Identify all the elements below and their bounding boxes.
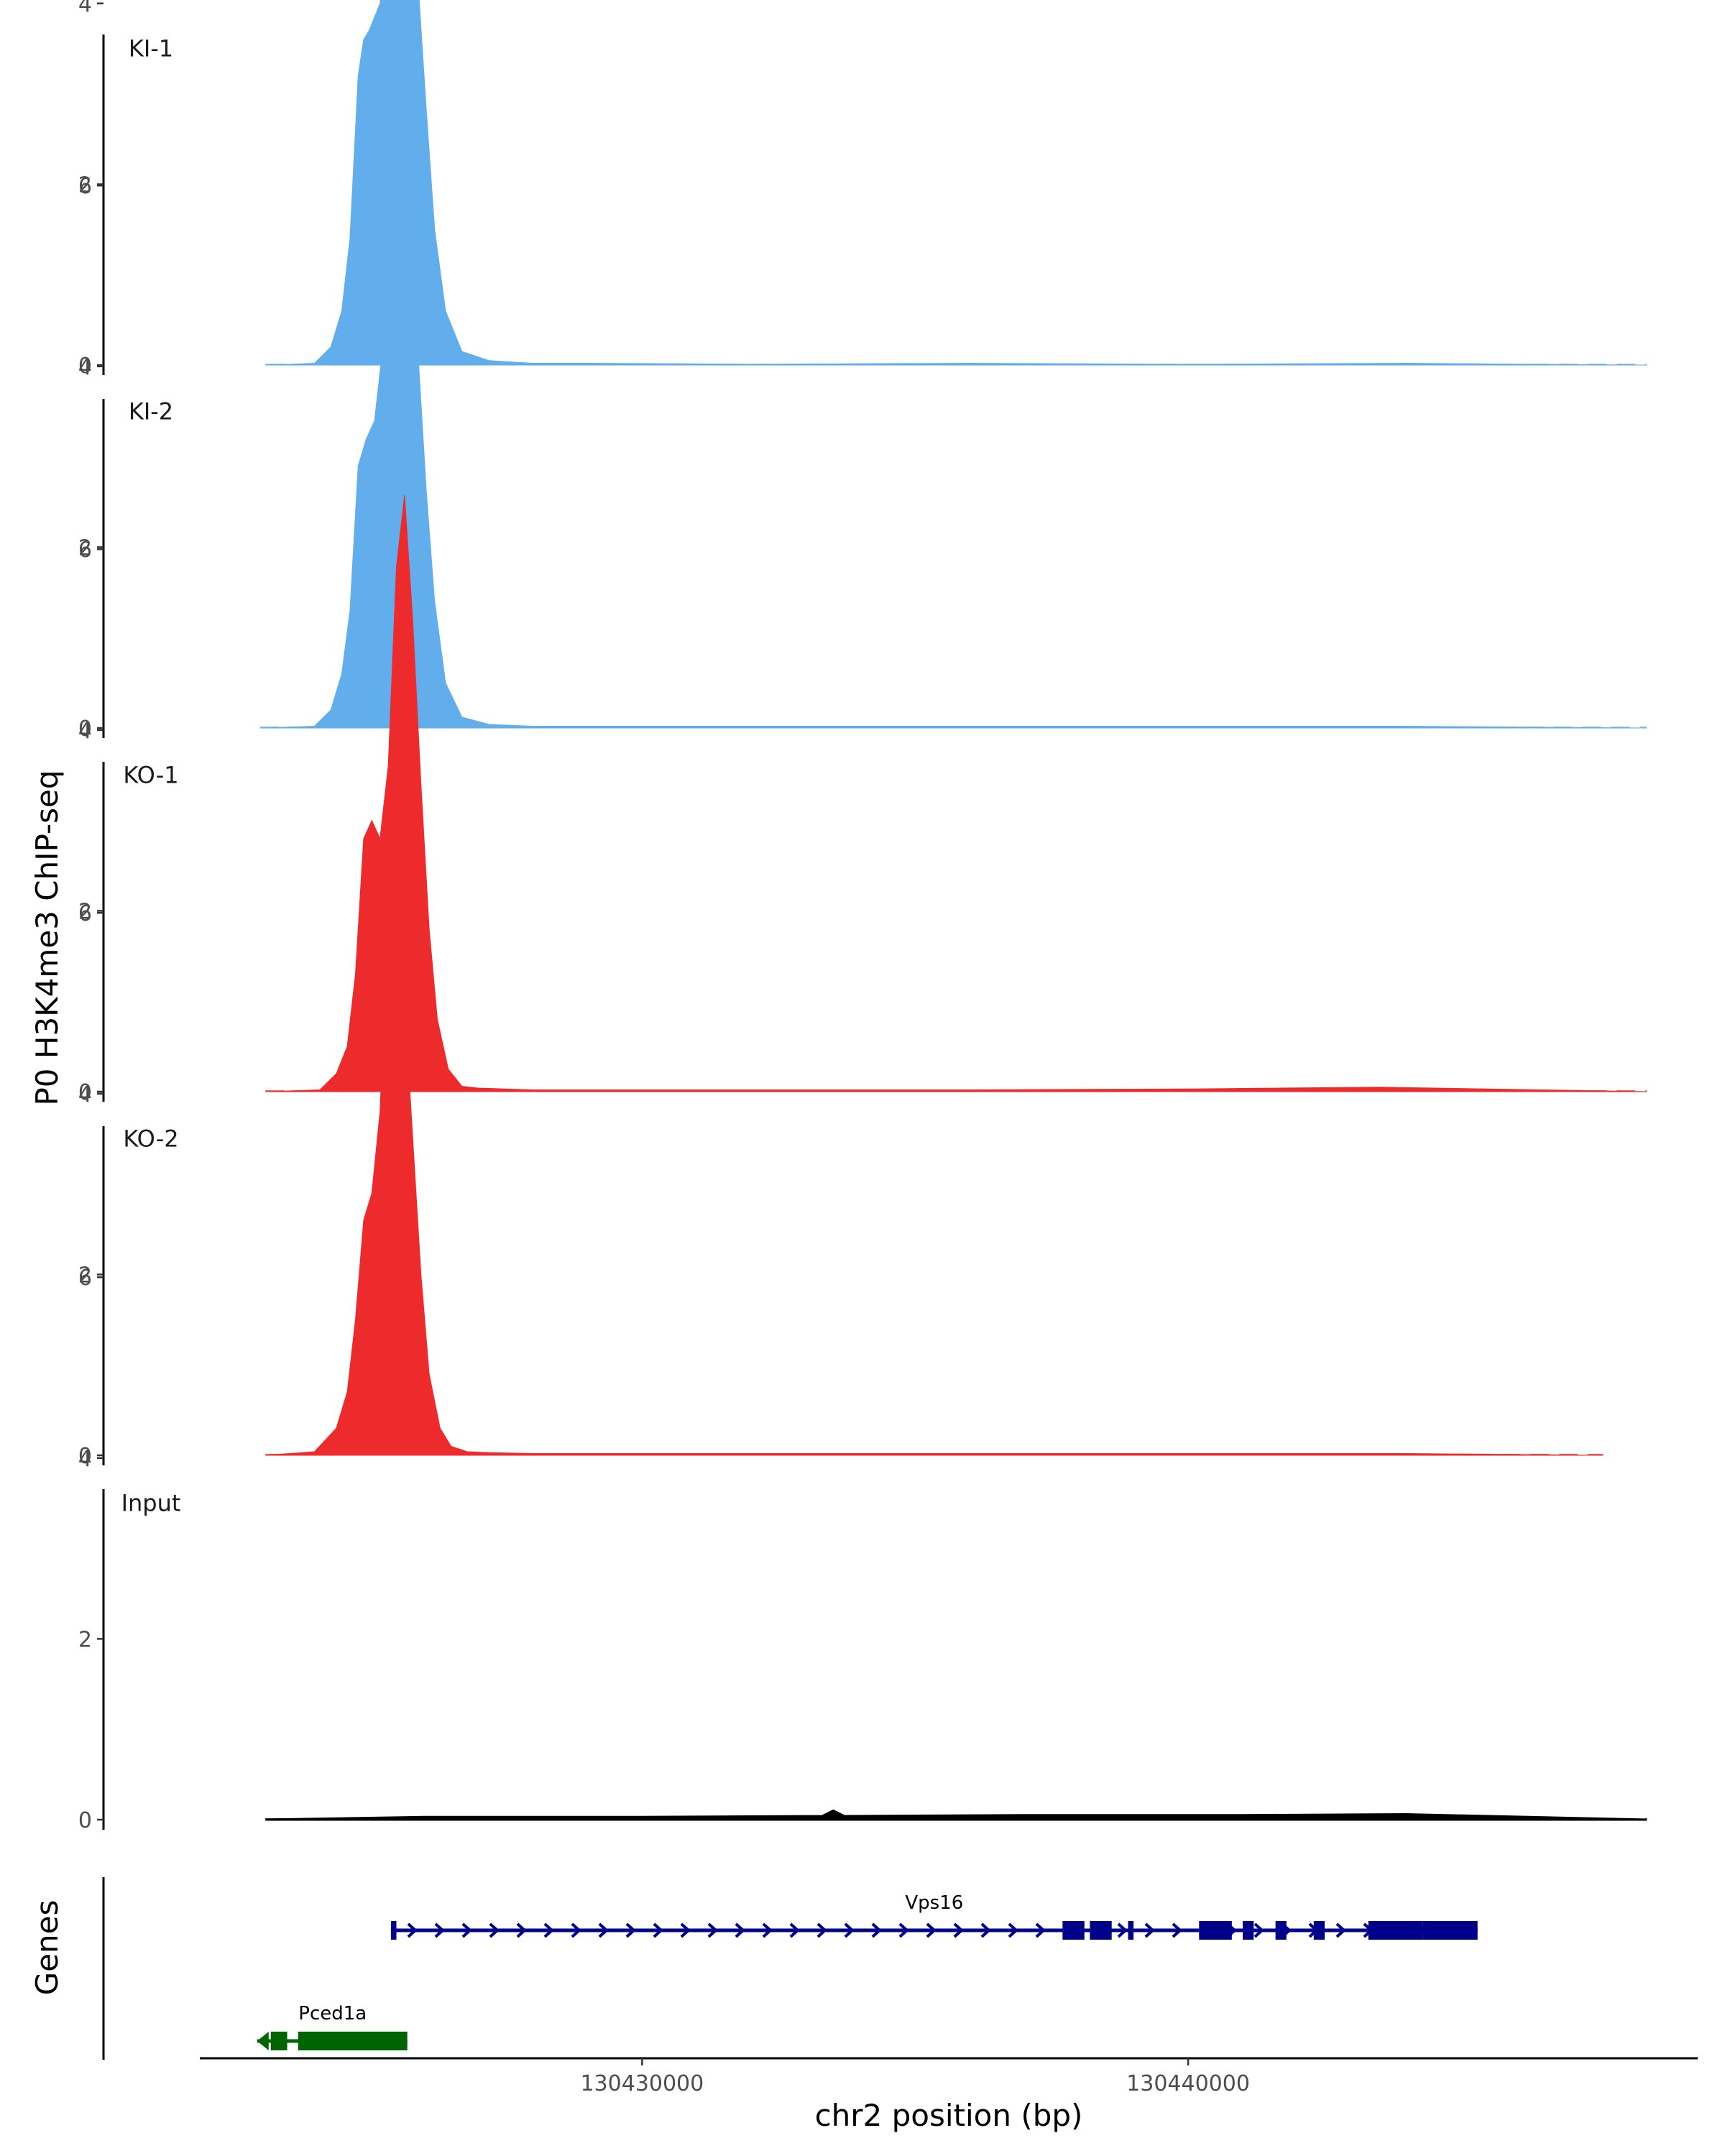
genes-panel: Vps16 Pced1a: [102, 1877, 1478, 2060]
strand-arrow: [953, 1922, 964, 1938]
strand-arrow: [762, 1922, 773, 1938]
y-tick-label: 6: [78, 538, 92, 563]
y-tick-label: 2: [78, 899, 92, 924]
strand-arrow: [434, 1922, 445, 1938]
y-tick-label: 4: [78, 1447, 92, 1472]
exon: [270, 2032, 288, 2050]
gene-label: Vps16: [905, 1892, 963, 1914]
strand-arrow: [516, 1922, 527, 1938]
x-tick-label: 130430000: [580, 2071, 704, 2096]
strand-arrow: [625, 1922, 636, 1938]
strand-arrow: [871, 1922, 882, 1938]
exon: [1313, 1921, 1325, 1940]
strand-arrow: [653, 1922, 663, 1938]
y-tick-label: 6: [78, 1266, 92, 1291]
strand-arrow: [1254, 1922, 1264, 1938]
strand-arrow: [1144, 1922, 1155, 1938]
strand-arrow: [461, 1922, 472, 1938]
strand-arrow: [571, 1922, 581, 1938]
y-tick-label: 4: [78, 0, 92, 17]
strand-arrow: [407, 1922, 418, 1938]
x-axis-title: chr2 position (bp): [815, 2098, 1083, 2133]
gene-pced1a: Pced1a: [257, 2003, 408, 2050]
track-label: Input: [121, 1490, 181, 1517]
y-tick-label: 6: [78, 174, 92, 199]
y-tick-label: 0: [78, 1808, 92, 1833]
strand-arrow: [1035, 1922, 1046, 1938]
x-axis: 130430000 130440000: [200, 2057, 1698, 2096]
strand-arrow: [735, 1922, 745, 1938]
gene-vps16: Vps16: [390, 1892, 1478, 1940]
track-label: KO-2: [123, 1125, 178, 1153]
gene-label: Pced1a: [298, 2003, 367, 2024]
strand-arrow: [1008, 1922, 1018, 1938]
exon: [1275, 1921, 1287, 1940]
strand-arrow: [1117, 1922, 1128, 1938]
y-tick-label: 6: [78, 901, 92, 926]
strand-arrow: [898, 1922, 909, 1938]
gene-end-arrow: [257, 2032, 269, 2050]
y-tick-label: 0: [78, 1444, 92, 1469]
y-tick-label: 2: [78, 1627, 92, 1652]
coverage-tracks: 0246KI-10246KI-20246KO-10246KO-20246Inpu…: [78, 0, 1647, 1833]
strand-arrow: [680, 1922, 691, 1938]
exon: [390, 1921, 397, 1940]
y-tick-label: 0: [78, 1080, 92, 1105]
y-axis-title: P0 H3K4me3 ChIP-seq: [29, 770, 65, 1105]
y-tick-label: 4: [78, 719, 92, 744]
y-tick-label: 0: [78, 717, 92, 742]
exon: [1199, 1921, 1232, 1940]
exon: [298, 2032, 408, 2050]
exon: [1368, 1921, 1423, 1940]
strand-arrow: [844, 1922, 855, 1938]
coverage-area: [265, 1809, 1647, 1821]
y-tick-label: 0: [78, 354, 92, 379]
strand-arrow: [980, 1922, 991, 1938]
exon: [1090, 1921, 1112, 1940]
strand-arrow: [926, 1922, 937, 1938]
track-label: KO-1: [123, 762, 178, 789]
strand-arrow: [598, 1922, 609, 1938]
y-tick-label: 2: [78, 1263, 92, 1288]
strand-arrow: [816, 1922, 827, 1938]
x-tick-label: 130440000: [1126, 2071, 1250, 2096]
strand-arrow: [489, 1922, 500, 1938]
y-tick-label: 2: [78, 535, 92, 561]
strand-arrow: [789, 1922, 800, 1938]
y-tick-label: 4: [78, 1082, 92, 1107]
y-tick-label: 2: [78, 172, 92, 198]
strand-arrow: [1335, 1922, 1346, 1938]
track-label: KI-1: [129, 35, 173, 63]
track-label: KI-2: [129, 398, 173, 425]
y-tick-label: 4: [78, 355, 92, 380]
exon: [1422, 1921, 1478, 1940]
exon: [1062, 1921, 1085, 1940]
track-ko-2: 0 2 4 6 KO-2: [78, 840, 1604, 1469]
track-input: 0 2 4 6 Input: [78, 1266, 1647, 1833]
exon: [1243, 1921, 1254, 1940]
exon: [1128, 1921, 1134, 1940]
strand-arrow: [543, 1922, 554, 1938]
strand-arrow: [1172, 1922, 1182, 1938]
genes-axis-title: Genes: [29, 1900, 65, 1996]
strand-arrow: [707, 1922, 718, 1938]
coverage-area: [265, 840, 1604, 1456]
